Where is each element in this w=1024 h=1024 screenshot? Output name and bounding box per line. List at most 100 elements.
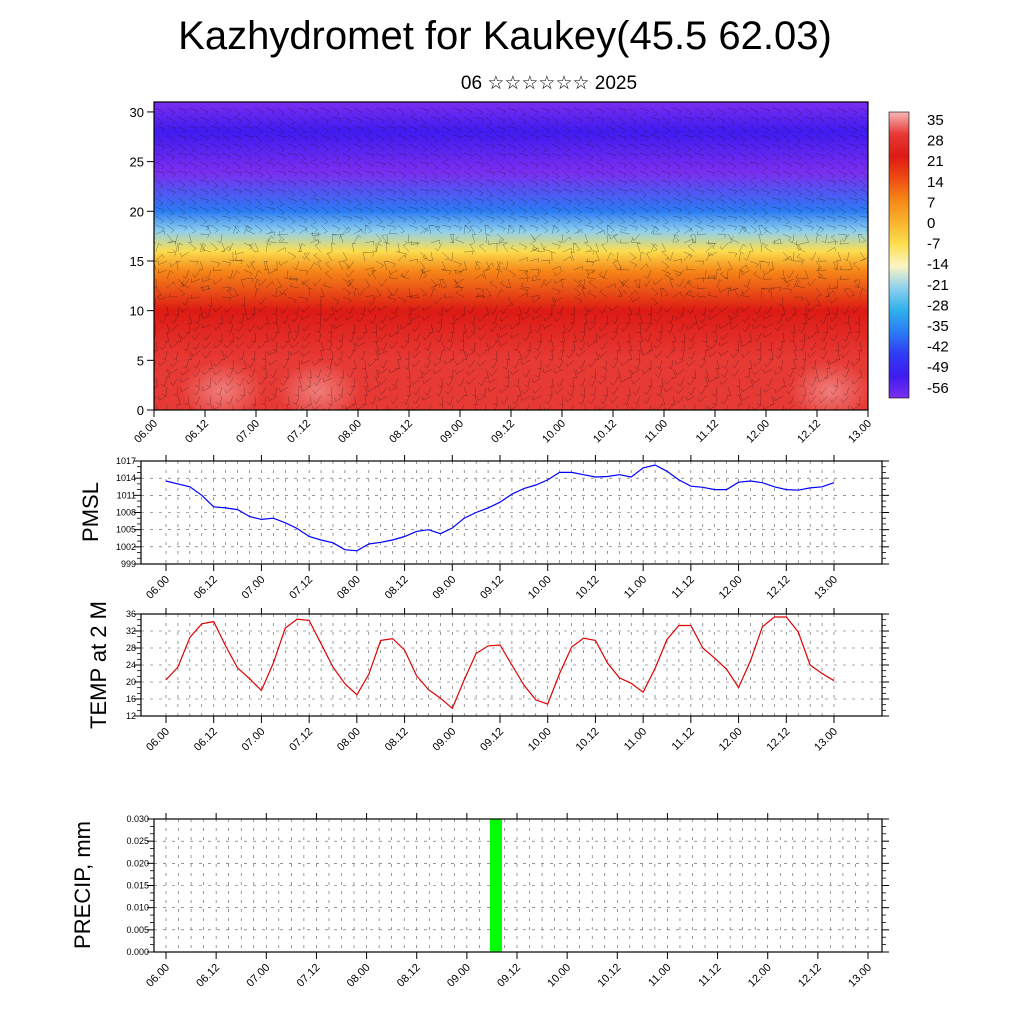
- panel1-y-axis: 0 5 10 15 20 25 30: [130, 105, 154, 418]
- x-tick-label: 10.00: [526, 574, 554, 602]
- colorbar-label: 7: [927, 194, 935, 211]
- temp-y-axis: 12 16 20 24 28 32 36: [126, 609, 889, 721]
- y-tick-label: 0.025: [126, 836, 149, 846]
- x-tick-label: 07.00: [244, 962, 272, 990]
- x-tick-label: 08.12: [383, 726, 411, 754]
- y-tick-label: 1005: [116, 525, 136, 535]
- x-tick-label: 10.12: [591, 418, 619, 446]
- temp-y-label: TEMP at 2 M: [86, 601, 111, 729]
- x-tick-label: 12.12: [796, 962, 824, 990]
- x-tick-label: 07.12: [285, 418, 313, 446]
- x-tick-label: 08.00: [335, 574, 363, 602]
- colorbar-label: -42: [927, 339, 949, 356]
- x-tick-label: 10.00: [526, 726, 554, 754]
- x-tick-label: 08.12: [383, 574, 411, 602]
- x-tick-label: 11.12: [670, 574, 697, 601]
- x-tick-label: 07.12: [287, 574, 315, 602]
- x-tick-label: 11.00: [643, 418, 670, 445]
- precip-y-axis: 0.000 0.005 0.010 0.015 0.020 0.025 0.030: [126, 814, 889, 957]
- y-tick-label: 0: [137, 403, 144, 418]
- x-tick-label: 12.00: [717, 726, 745, 754]
- x-tick-label: 11.00: [646, 962, 673, 989]
- precip-grid: [154, 818, 882, 953]
- x-tick-label: 10.00: [545, 962, 573, 990]
- heatmap-fill: [154, 102, 868, 410]
- pmsl-series-line: [165, 464, 835, 552]
- x-tick-label: 09.12: [495, 962, 523, 990]
- x-tick-label: 11.12: [694, 418, 721, 445]
- y-tick-label: 0.005: [126, 925, 149, 935]
- temp-x-axis: 06.00 06.12 07.00 07.12 08.00 08.12 09.00 09.12…: [144, 608, 840, 754]
- y-tick-label: 1002: [116, 542, 136, 552]
- precip-panel: 0.000 0.005 0.010 0.015 0.020 0.025 0.030 06.0…: [70, 813, 889, 990]
- x-tick-label: 09.00: [430, 726, 458, 754]
- x-tick-label: 10.12: [574, 574, 602, 602]
- y-tick-label: 0.000: [126, 947, 149, 957]
- y-tick-label: 20: [130, 204, 144, 219]
- x-tick-label: 06.12: [183, 418, 211, 446]
- y-tick-label: 36: [126, 609, 136, 619]
- y-tick-label: 15: [130, 254, 144, 269]
- y-tick-label: 25: [130, 155, 144, 170]
- x-tick-label: 07.00: [234, 418, 262, 446]
- warm-highlight: [180, 355, 264, 410]
- x-tick-label: 08.12: [395, 962, 423, 990]
- warm-highlight: [788, 355, 868, 410]
- colorbar-label: -7: [927, 236, 940, 253]
- y-tick-label: 0.015: [126, 881, 149, 891]
- x-tick-label: 09.00: [438, 418, 466, 446]
- x-tick-label: 11.00: [622, 574, 649, 601]
- y-tick-label: 32: [126, 626, 136, 636]
- y-tick-label: 1008: [116, 508, 136, 518]
- x-tick-label: 09.12: [478, 726, 506, 754]
- x-tick-label: 08.00: [336, 418, 364, 446]
- x-tick-label: 06.12: [192, 726, 220, 754]
- x-tick-label: 10.00: [540, 418, 568, 446]
- x-tick-label: 06.00: [144, 574, 172, 602]
- warm-highlight: [276, 355, 360, 410]
- temperature-cross-section: 0 5 10 15 20 25 30 06.00 06.12 07.00 07.12 08.00 08…: [130, 101, 874, 446]
- temp-series-line: [165, 616, 835, 710]
- colorbar-label: 21: [927, 153, 944, 170]
- y-tick-label: 24: [126, 660, 136, 670]
- x-tick-label: 07.12: [287, 726, 315, 754]
- x-tick-label: 06.12: [194, 962, 222, 990]
- y-tick-label: 1017: [116, 456, 136, 466]
- x-tick-label: 11.00: [622, 726, 649, 753]
- chart-subtitle: 06 ☆☆☆☆☆☆ 2025: [460, 73, 638, 94]
- x-tick-label: 12.12: [764, 726, 792, 754]
- x-tick-label: 12.00: [717, 574, 745, 602]
- x-tick-label: 11.12: [670, 726, 697, 753]
- wind-barbs-field: [154, 107, 868, 410]
- y-tick-label: 28: [126, 643, 136, 653]
- colorbar-label: -28: [927, 297, 949, 314]
- pmsl-grid: [141, 460, 882, 565]
- pmsl-y-axis: 999 1002 1005 1008 1011 1014 1017: [116, 456, 889, 569]
- x-tick-label: 06.00: [144, 962, 172, 990]
- x-tick-label: 07.00: [240, 574, 268, 602]
- colorbar-label: 0: [927, 215, 935, 232]
- x-tick-label: 12.00: [744, 418, 772, 446]
- colorbar-labels: 35 28 21 14 7 0 -7 -14 -21 -28 -35 -42 -49 -56: [927, 112, 949, 397]
- x-tick-label: 07.12: [295, 962, 323, 990]
- colorbar-label: -49: [927, 359, 949, 376]
- x-tick-label: 06.00: [144, 726, 172, 754]
- colorbar-label: 14: [927, 174, 944, 191]
- y-tick-label: 1011: [117, 490, 136, 500]
- y-tick-label: 12: [126, 711, 136, 721]
- colorbar-bar: [888, 111, 910, 399]
- x-tick-label: 06.00: [132, 418, 160, 446]
- temp-panel: 12 16 20 24 28 32 36 06.00 06.12 07.00 07.12 08.00…: [86, 601, 889, 754]
- colorbar-label: -35: [927, 318, 949, 335]
- y-tick-label: 0.020: [126, 858, 149, 868]
- panel1-x-axis: 06.00 06.12 07.00 07.12 08.00 08.12 09.00 09.12…: [132, 410, 874, 446]
- x-tick-label: 13.00: [812, 574, 840, 602]
- y-tick-label: 30: [130, 105, 144, 120]
- y-tick-label: 10: [130, 304, 144, 319]
- x-tick-label: 07.00: [240, 726, 268, 754]
- y-tick-label: 0.010: [126, 903, 149, 913]
- colorbar-label: -56: [927, 380, 949, 397]
- x-tick-label: 08.00: [345, 962, 373, 990]
- pmsl-x-axis: 06.00 06.12 07.00 07.12 08.00 08.12 09.00 09.12…: [144, 455, 840, 602]
